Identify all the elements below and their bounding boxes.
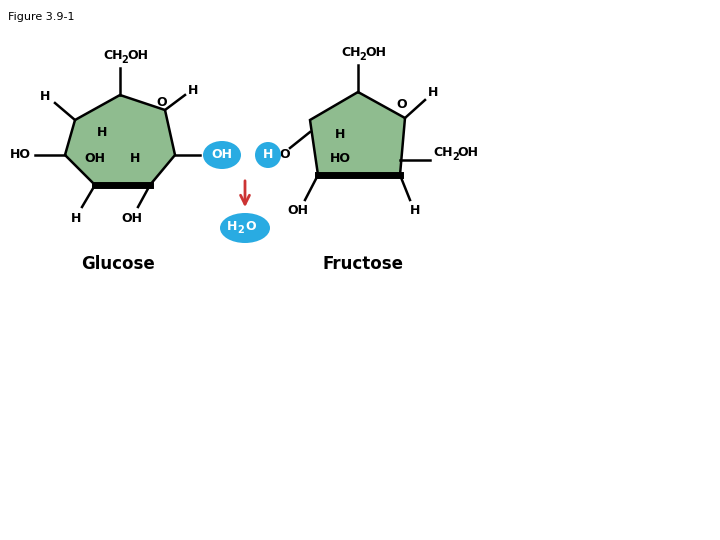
Text: HO: HO <box>9 148 30 161</box>
Text: H: H <box>410 205 420 218</box>
Text: Fructose: Fructose <box>323 255 403 273</box>
Text: H: H <box>227 220 237 233</box>
Ellipse shape <box>220 213 270 243</box>
Text: 2: 2 <box>238 225 244 235</box>
Text: Figure 3.9-1: Figure 3.9-1 <box>8 12 74 22</box>
Text: CH: CH <box>103 49 122 62</box>
Text: O: O <box>246 220 256 233</box>
Text: H: H <box>40 91 50 104</box>
Text: O: O <box>279 148 290 161</box>
Text: H: H <box>96 126 107 139</box>
Text: OH: OH <box>212 148 233 161</box>
Ellipse shape <box>203 141 241 169</box>
Text: CH: CH <box>341 46 361 59</box>
Text: OH: OH <box>84 152 106 165</box>
Text: OH: OH <box>457 146 478 159</box>
Text: H: H <box>428 86 438 99</box>
Ellipse shape <box>255 142 281 168</box>
Text: OH: OH <box>127 49 148 62</box>
Text: O: O <box>397 98 408 111</box>
Text: CH: CH <box>433 146 452 159</box>
Text: Glucose: Glucose <box>81 255 155 273</box>
Polygon shape <box>65 95 175 185</box>
Text: OH: OH <box>365 46 386 59</box>
Text: OH: OH <box>287 205 308 218</box>
Polygon shape <box>310 92 405 175</box>
Text: 2: 2 <box>121 55 127 65</box>
Text: H: H <box>130 152 140 165</box>
Text: H: H <box>335 129 345 141</box>
Text: H: H <box>263 148 273 161</box>
Text: 2: 2 <box>452 152 459 162</box>
Text: H: H <box>188 84 198 97</box>
Text: H: H <box>71 212 81 225</box>
Text: 2: 2 <box>359 52 366 62</box>
Text: O: O <box>157 97 167 110</box>
Text: OH: OH <box>122 212 143 225</box>
Text: HO: HO <box>330 152 351 165</box>
